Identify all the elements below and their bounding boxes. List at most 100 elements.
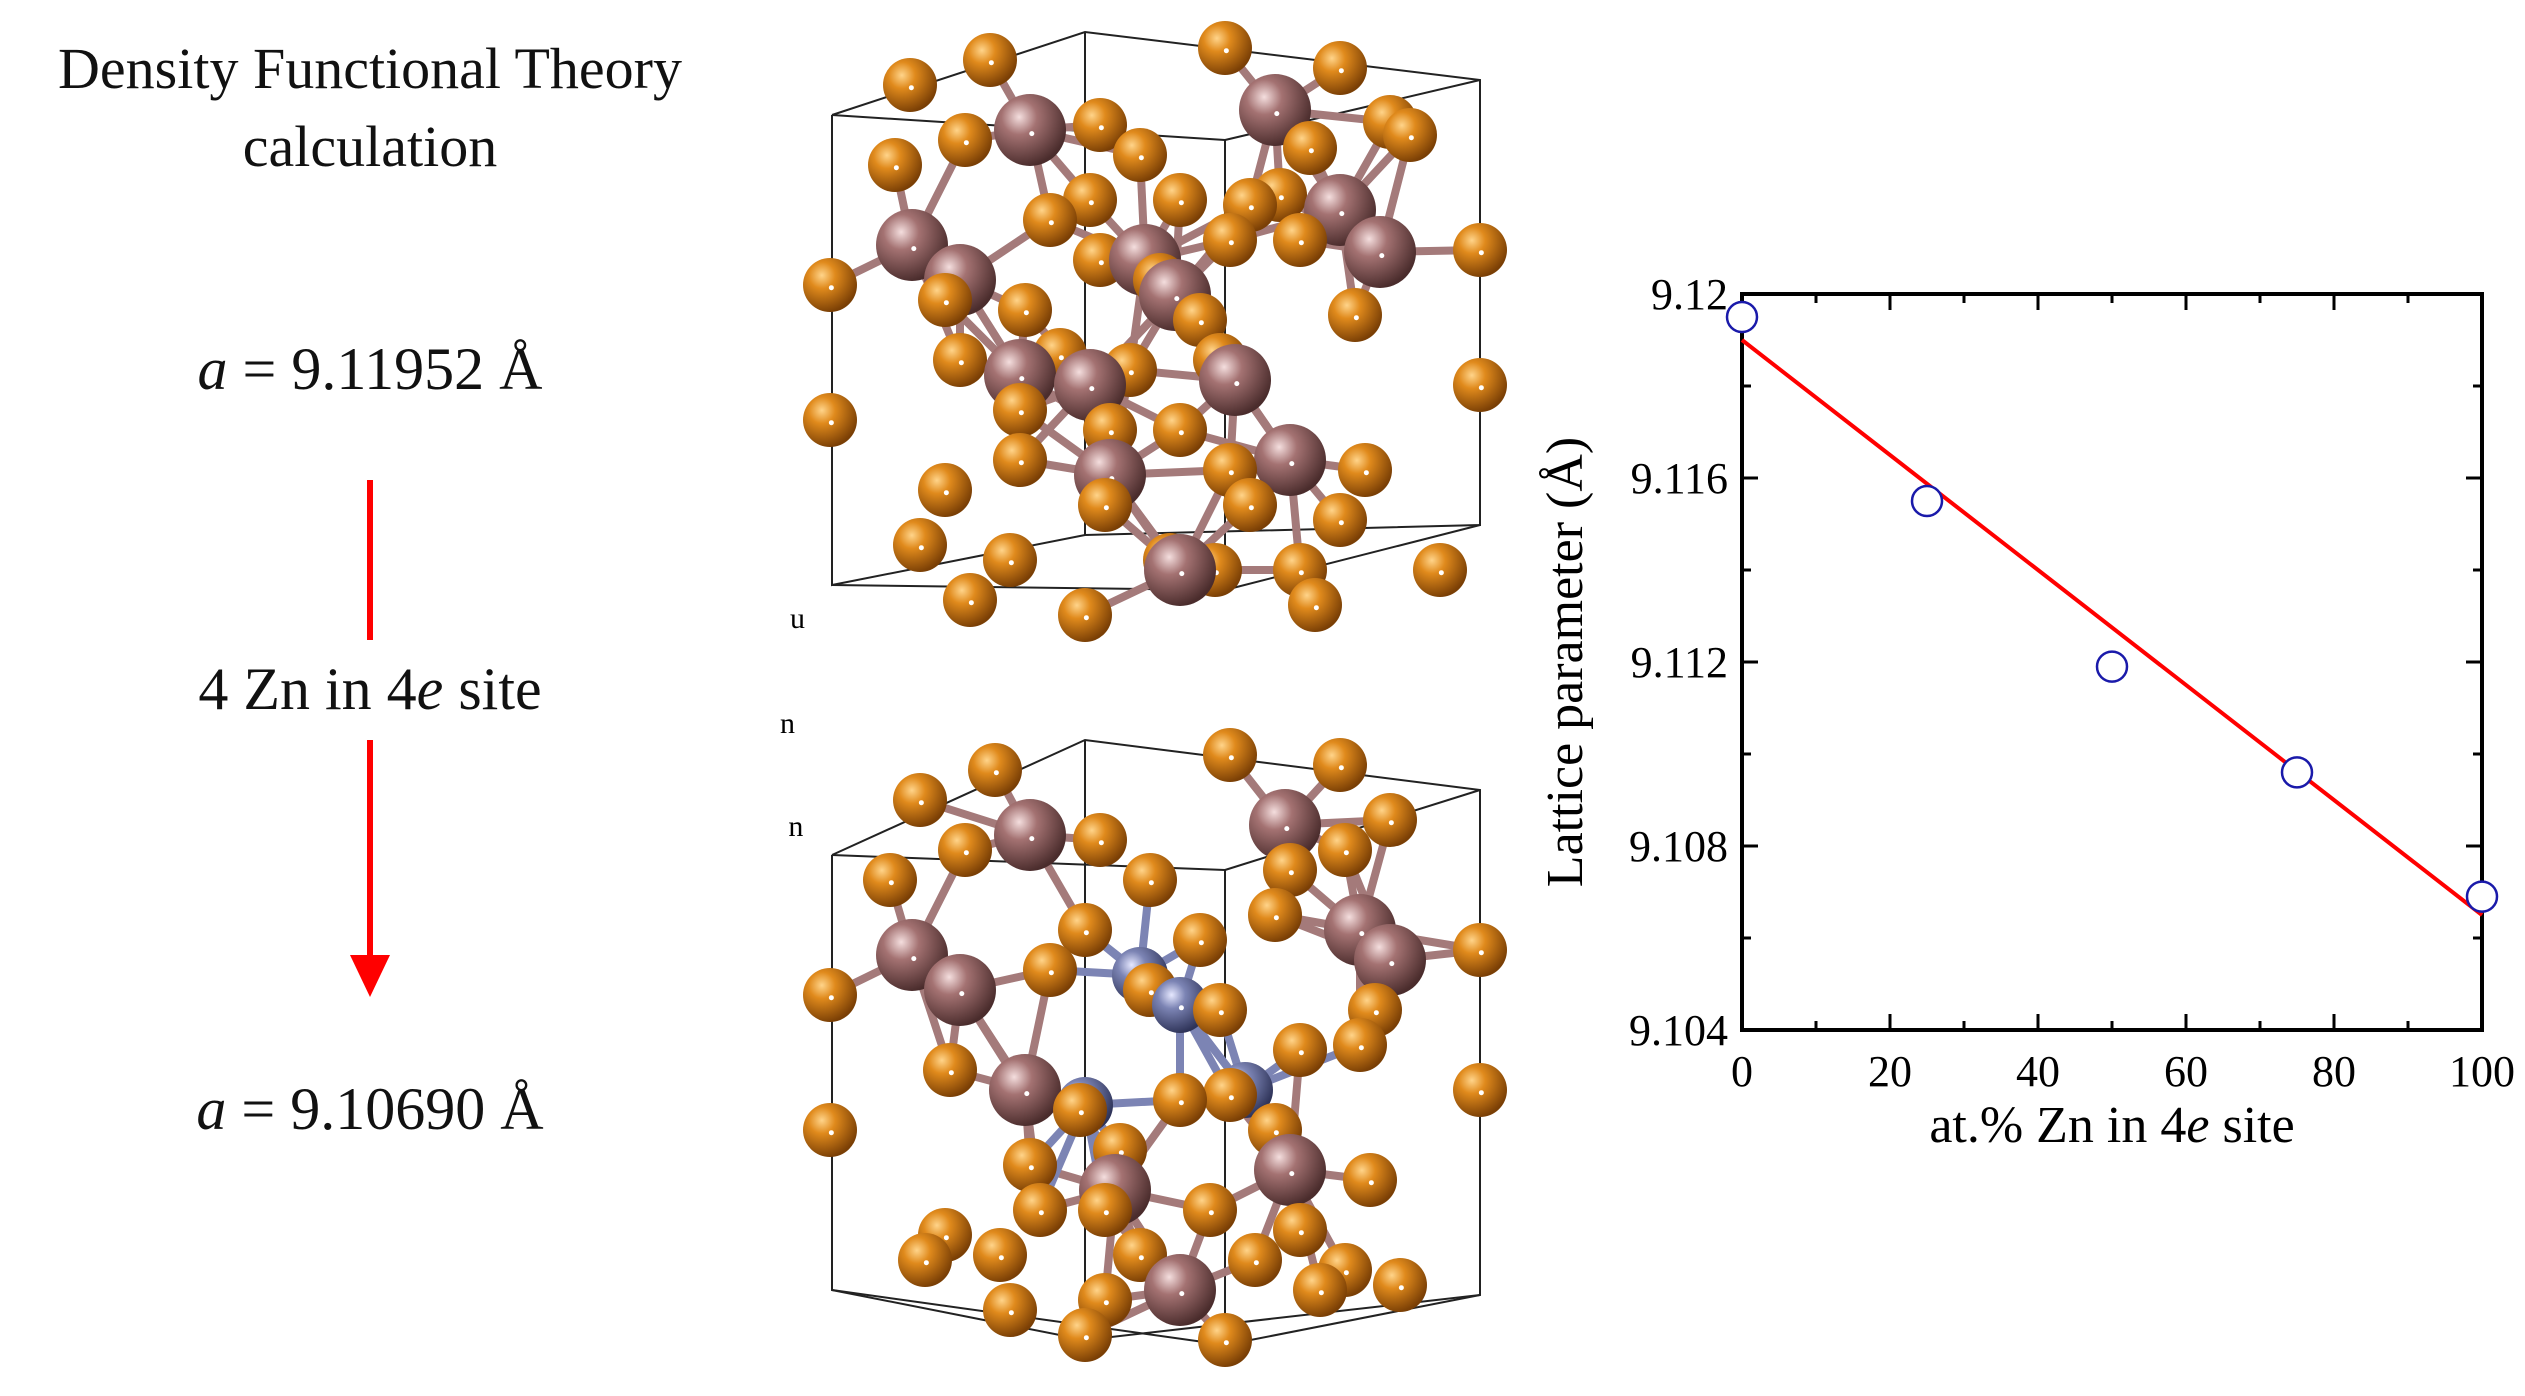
y-tick-label: 9.108: [1629, 822, 1728, 871]
cu-atom: [1073, 813, 1127, 867]
cu-atom: [1453, 923, 1507, 977]
atom-highlight: [1313, 605, 1319, 611]
atom-highlight: [828, 420, 834, 426]
cu-atom: [1333, 1018, 1387, 1072]
atom-highlight: [1178, 1100, 1184, 1106]
lattice-parameter-before: a = 9.11952 Å: [0, 335, 740, 404]
atom-highlight: [1098, 840, 1104, 846]
data-point: [2280, 756, 2314, 789]
in-atom: [994, 94, 1066, 166]
cu-atom: [1113, 128, 1167, 182]
atom-highlight: [963, 140, 969, 146]
atom-highlight: [1389, 961, 1395, 967]
x-tick-label: 40: [2016, 1047, 2060, 1096]
atom-highlight: [1338, 68, 1344, 74]
cu-atom: [1058, 903, 1112, 957]
cu-atom: [1153, 403, 1207, 457]
in-atom: [1249, 789, 1321, 861]
atom-highlight: [1298, 570, 1304, 576]
atom-highlight: [1179, 571, 1185, 577]
arrow-head: [350, 955, 390, 997]
atom-highlight: [1098, 260, 1104, 266]
atom-highlight: [911, 956, 917, 962]
cu-atom: [1193, 983, 1247, 1037]
substitution-site: e: [416, 656, 444, 722]
cu-atom: [1023, 943, 1077, 997]
title-line-2: calculation: [242, 114, 498, 179]
data-point: [2095, 650, 2129, 683]
cu-atom: [803, 968, 857, 1022]
in-atom: [1144, 1254, 1216, 1326]
atom-highlight: [1018, 460, 1024, 466]
cu-atom: [1073, 98, 1127, 152]
structure-zn-doped: [803, 728, 1507, 1367]
atom-highlight: [1148, 990, 1154, 996]
atom-highlight: [1318, 1290, 1324, 1296]
atom-highlight: [1179, 1291, 1185, 1297]
cu-atom: [1203, 1068, 1257, 1122]
cu-atom: [993, 383, 1047, 437]
cu-atom: [998, 283, 1052, 337]
cu-atom: [993, 433, 1047, 487]
atom-highlight: [1338, 765, 1344, 771]
legend-item-in: In: [780, 707, 817, 740]
cu-atom: [1343, 1153, 1397, 1207]
cu-atom: [1153, 1073, 1207, 1127]
cu-atom: [1453, 358, 1507, 412]
atom-highlight: [943, 490, 949, 496]
atom-highlight: [1438, 570, 1444, 576]
atom-highlight: [1339, 211, 1345, 217]
cu-atom: [1373, 1258, 1427, 1312]
atom-highlight: [1368, 1180, 1374, 1186]
atom-highlight: [1008, 1310, 1014, 1316]
data-point: [1910, 484, 1944, 518]
cu-atom: [868, 138, 922, 192]
cu-atom: [803, 393, 857, 447]
atom-highlight: [1388, 820, 1394, 826]
data-point: [2465, 880, 2499, 913]
cu-atom: [1363, 793, 1417, 847]
cu-atom: [1453, 1063, 1507, 1117]
cu-atom: [1228, 1233, 1282, 1287]
cu-atom: [1123, 853, 1177, 907]
atom-highlight: [1248, 505, 1254, 511]
legend-label-in: In: [780, 707, 817, 740]
atom-highlight: [1298, 240, 1304, 246]
atom-highlight: [1223, 1340, 1229, 1346]
cu-atom: [1313, 493, 1367, 547]
lattice-value-after: = 9.10690 Å: [226, 1076, 544, 1142]
cu-atom: [1173, 293, 1227, 347]
cu-atom: [938, 113, 992, 167]
cu-atom: [1283, 121, 1337, 175]
y-axis-ticks: 9.104 9.108 9.112 9.116 9.12: [1629, 270, 2482, 1055]
x-tick-label: 0: [1731, 1047, 1753, 1096]
cu-atom: [1153, 173, 1207, 227]
atom-highlight: [1083, 930, 1089, 936]
atom-highlight: [1103, 1210, 1109, 1216]
atom-highlight: [1098, 125, 1104, 131]
x-axis-ticks: 0 20 40 60 80 100: [1731, 294, 2515, 1096]
atom-highlight: [1373, 1010, 1379, 1016]
cu-atom: [1273, 1203, 1327, 1257]
cu-atom: [1223, 478, 1277, 532]
cu-atom: [1013, 1183, 1067, 1237]
y-tick-label: 9.104: [1629, 1006, 1728, 1055]
legend-item-cu: Cu: [780, 602, 805, 635]
cu-atom: [803, 1103, 857, 1157]
atom-highlight: [1478, 1090, 1484, 1096]
atom-highlight: [1138, 155, 1144, 161]
atom-highlight: [1228, 1095, 1234, 1101]
atom-highlight: [1088, 200, 1094, 206]
atom-highlight: [1029, 131, 1035, 137]
cu-atom: [1453, 223, 1507, 277]
atoms-top: [803, 21, 1507, 642]
atom-highlight: [943, 300, 949, 306]
down-arrow: [350, 480, 390, 997]
atom-highlight: [828, 995, 834, 1001]
panel-title: Density Functional Theory calculation: [0, 30, 740, 186]
atoms-bottom: [803, 728, 1507, 1367]
atom-highlight: [963, 850, 969, 856]
structure-pure: [803, 21, 1507, 642]
x-tick-label: 80: [2312, 1047, 2356, 1096]
atom-highlight: [1298, 1230, 1304, 1236]
